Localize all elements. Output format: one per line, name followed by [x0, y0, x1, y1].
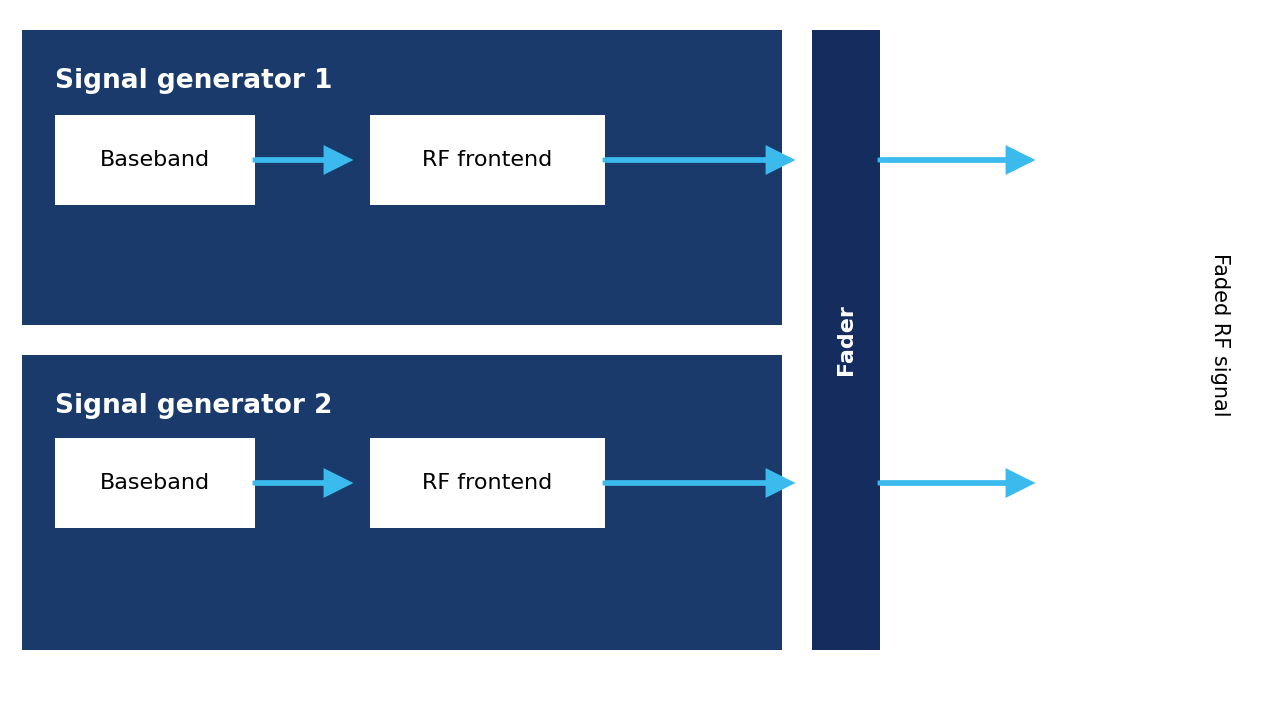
- FancyArrow shape: [255, 149, 348, 171]
- FancyArrow shape: [605, 149, 790, 171]
- FancyArrow shape: [255, 472, 348, 494]
- Text: Signal generator 1: Signal generator 1: [55, 68, 333, 94]
- FancyArrow shape: [881, 472, 1030, 494]
- Text: Baseband: Baseband: [100, 473, 210, 493]
- Text: RF frontend: RF frontend: [422, 473, 553, 493]
- Bar: [370, 438, 605, 528]
- Bar: [55, 438, 255, 528]
- Text: Faded RF signal: Faded RF signal: [1210, 253, 1230, 417]
- Bar: [370, 115, 605, 205]
- Text: Baseband: Baseband: [100, 150, 210, 170]
- Bar: [22, 355, 782, 650]
- Bar: [812, 30, 881, 650]
- Text: Fader: Fader: [836, 305, 856, 375]
- FancyArrow shape: [881, 149, 1030, 171]
- Text: RF frontend: RF frontend: [422, 150, 553, 170]
- Bar: [55, 115, 255, 205]
- Bar: [22, 30, 782, 325]
- Text: Signal generator 2: Signal generator 2: [55, 393, 333, 419]
- FancyArrow shape: [605, 472, 790, 494]
